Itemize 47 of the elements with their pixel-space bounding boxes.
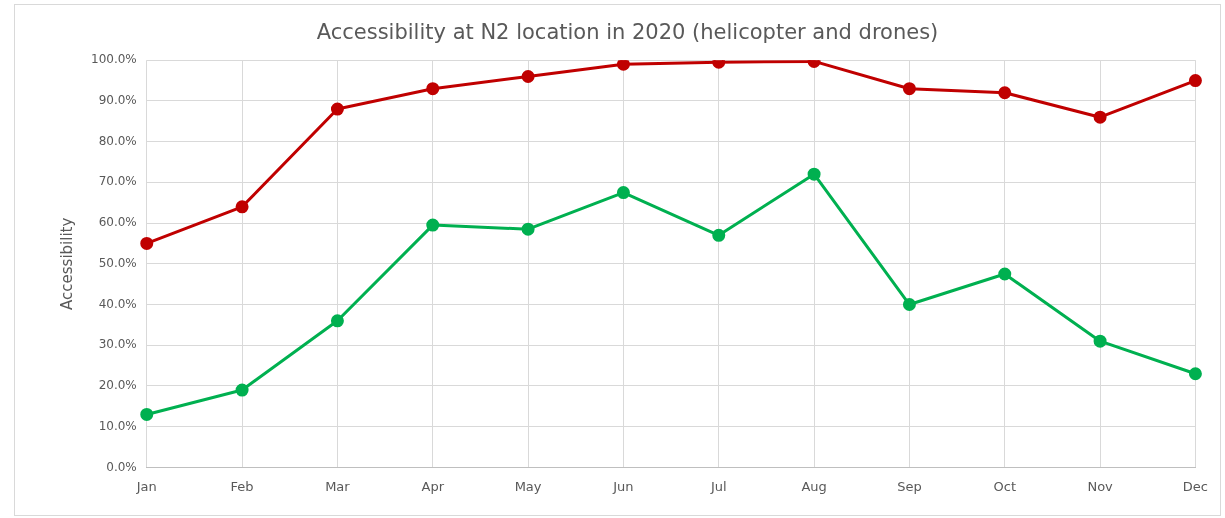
point	[616, 186, 630, 200]
point	[807, 167, 821, 181]
y-tick-label: 0.0%	[106, 459, 137, 474]
x-tick-label: May	[514, 478, 542, 494]
y-tick-label: 10.0%	[98, 418, 137, 433]
y-tick-label: 60.0%	[98, 215, 137, 230]
y-tick-label: 80.0%	[98, 133, 137, 148]
point	[330, 314, 344, 328]
point	[1093, 110, 1107, 124]
y-tick-label: 40.0%	[98, 296, 137, 311]
x-tick-label: Jun	[612, 478, 634, 494]
point	[521, 69, 535, 83]
y-tick-label: 100.0%	[90, 52, 137, 67]
x-tick-label: Nov	[1087, 478, 1114, 494]
point	[1093, 334, 1107, 348]
x-tick-label: Mar	[325, 478, 351, 494]
point	[1188, 367, 1202, 381]
point	[1188, 74, 1202, 88]
point	[140, 407, 154, 421]
point	[998, 267, 1012, 281]
point	[902, 298, 916, 312]
point	[426, 82, 440, 96]
point	[426, 218, 440, 232]
point	[712, 228, 726, 242]
y-tick-label: 20.0%	[98, 378, 137, 393]
point	[521, 222, 535, 236]
x-tick-label: Oct	[993, 478, 1016, 494]
point	[235, 200, 249, 214]
x-tick-label: Apr	[421, 478, 445, 494]
x-tick-label: Aug	[801, 478, 827, 494]
y-axis-title: Accessibility	[57, 217, 76, 310]
x-tick-label: Jan	[135, 478, 157, 494]
chart-title: Accessibility at N2 location in 2020 (helicopter and drones)	[316, 20, 939, 45]
y-tick-label: 50.0%	[98, 255, 137, 270]
point	[616, 60, 630, 71]
x-tick-label: Sep	[897, 478, 922, 494]
point	[140, 236, 154, 250]
point	[902, 82, 916, 96]
x-tick-label: Dec	[1182, 478, 1208, 494]
x-tick-label: Jul	[709, 478, 727, 494]
point	[235, 383, 249, 397]
point	[998, 86, 1012, 100]
y-tick-label: 90.0%	[98, 93, 137, 108]
x-tick-label: Feb	[230, 478, 254, 494]
y-tick-label: 30.0%	[98, 337, 137, 352]
point	[330, 102, 344, 116]
y-tick-label: 70.0%	[98, 174, 137, 189]
